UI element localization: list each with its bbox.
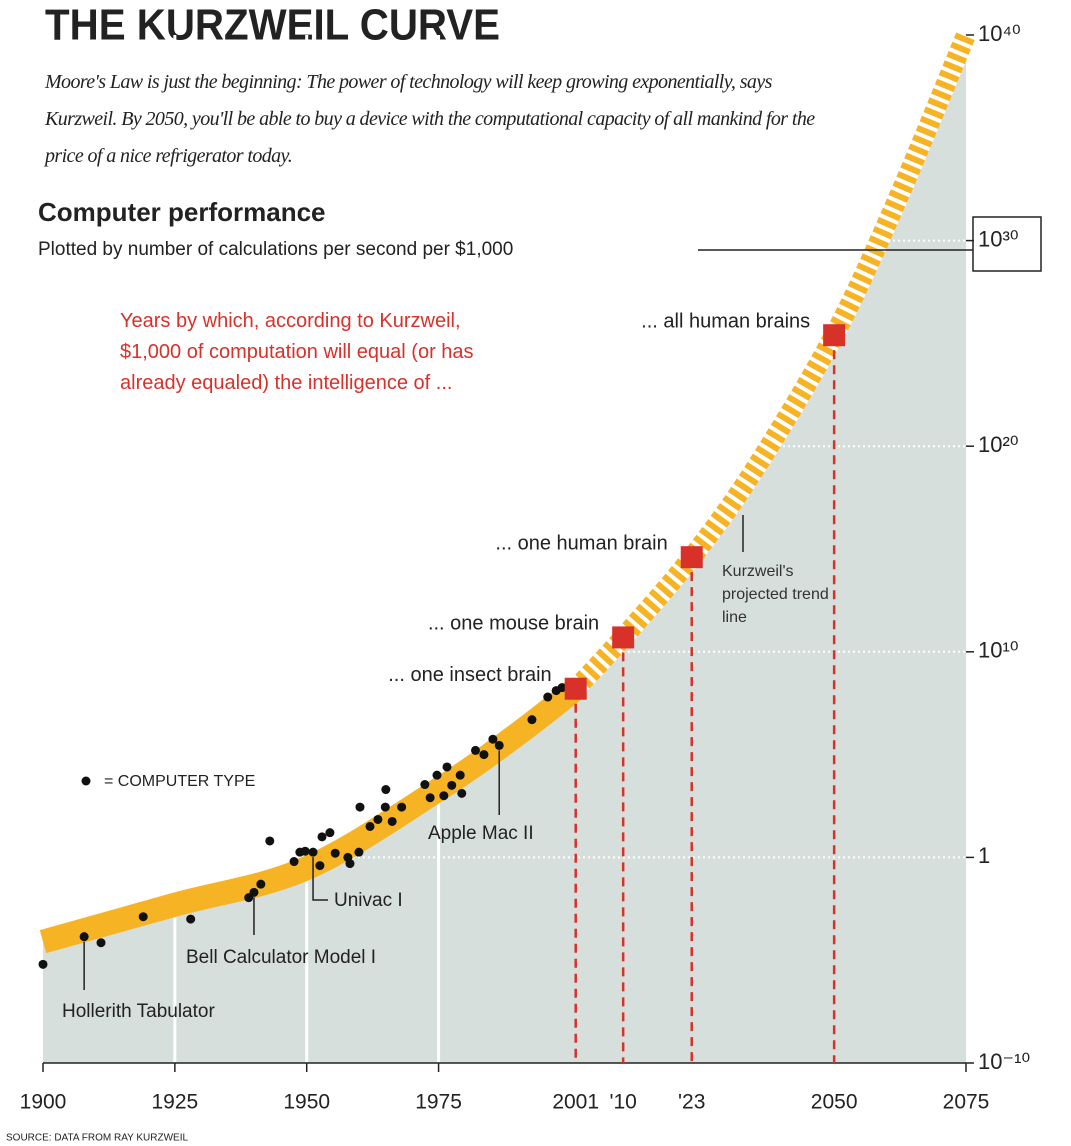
computer-dot: [479, 750, 489, 760]
x-tick-label: 1950: [283, 1091, 330, 1114]
computer-dot: [557, 683, 567, 693]
computer-dot: [79, 932, 89, 942]
milestone-label: ... all human brains: [641, 310, 810, 332]
trend-label: Kurzweil's projected trend line: [722, 563, 829, 626]
computer-dot: [317, 832, 327, 842]
computer-dot: [457, 788, 467, 798]
axis-title: Computer performance: [38, 197, 326, 227]
trend-band: [39, 679, 584, 954]
annotation-leader: [312, 857, 328, 901]
y-tick-label: 1: [978, 843, 990, 868]
computer-dot: [38, 959, 48, 969]
computer-dot: [447, 780, 457, 790]
x-tick-label: 1900: [20, 1091, 67, 1114]
computer-dot: [397, 802, 407, 812]
y-tick-label: 10³⁰: [978, 226, 1019, 251]
annotation-label: Univac I: [334, 890, 403, 911]
subtitle: Moore's Law is just the beginning: The p…: [45, 71, 815, 167]
computer-dot: [380, 802, 390, 812]
y-tick-label: 10⁻¹⁰: [978, 1049, 1030, 1074]
legend-marker: [81, 776, 91, 786]
computer-dot: [265, 836, 275, 846]
computer-dot: [300, 846, 310, 856]
y-tick-label: 10¹⁰: [978, 638, 1019, 663]
source: SOURCE: DATA FROM RAY KURZWEIL: [6, 1133, 188, 1144]
milestone-tick-label: 2050: [811, 1091, 858, 1114]
computer-dot: [439, 791, 449, 801]
annotation-label: Apple Mac II: [428, 823, 534, 844]
milestone-marker: [680, 546, 703, 569]
trend-band-projected: [568, 31, 976, 696]
annotation-label: Bell Calculator Model I: [186, 947, 376, 968]
computer-dot: [455, 770, 465, 780]
computer-dot: [325, 828, 335, 838]
milestone-marker: [612, 626, 635, 649]
computer-dot: [432, 770, 442, 780]
computer-dot: [420, 780, 430, 790]
chart-title: THE KURZWEIL CURVE: [45, 1, 500, 50]
milestone-tick-label: 2001: [552, 1091, 599, 1114]
computer-dot: [373, 814, 383, 824]
computer-dot: [289, 857, 299, 867]
computer-dot: [315, 861, 325, 871]
milestone-tick-label: '10: [609, 1091, 636, 1114]
legend-label: = COMPUTER TYPE: [104, 773, 255, 790]
computer-dot: [96, 938, 106, 948]
computer-dot: [470, 745, 480, 755]
trend-area: [43, 35, 966, 1063]
milestone-tick-label: '23: [678, 1091, 705, 1114]
computer-dot: [138, 912, 148, 922]
milestone-label: ... one human brain: [495, 532, 667, 554]
computer-dot: [355, 802, 365, 812]
computer-dot: [527, 715, 537, 725]
y-tick-label: 10⁴⁰: [978, 21, 1021, 46]
computer-dot: [425, 793, 435, 803]
computer-dot: [354, 847, 364, 857]
milestone-marker: [564, 677, 587, 700]
x-tick-label: 1975: [415, 1091, 462, 1114]
milestone-label: ... one insect brain: [388, 664, 551, 686]
computer-dot: [387, 816, 397, 826]
x-tick-label: 2075: [943, 1091, 990, 1114]
milestone-marker: [823, 324, 846, 347]
computer-dot: [345, 859, 355, 869]
computer-dot: [381, 785, 391, 795]
y-tick-label: 10²⁰: [978, 432, 1019, 457]
computer-dot: [249, 887, 259, 897]
computer-dot: [330, 848, 340, 858]
x-tick-label: 1925: [151, 1091, 198, 1114]
computer-dot: [494, 740, 504, 750]
computer-dot: [442, 762, 452, 772]
annotation-label: Hollerith Tabulator: [62, 1001, 215, 1022]
computer-dot: [543, 692, 553, 702]
computer-dot: [256, 879, 266, 889]
computer-dot: [308, 847, 318, 857]
tick-box: [972, 216, 1042, 272]
computer-dot: [488, 734, 498, 744]
axis-subtitle: Plotted by number of calculations per se…: [38, 239, 513, 260]
computer-dot: [186, 914, 196, 924]
milestone-label: ... one mouse brain: [428, 613, 599, 635]
milestone-note: Years by which, according to Kurzweil, $…: [120, 310, 474, 394]
computer-dot: [365, 821, 375, 831]
